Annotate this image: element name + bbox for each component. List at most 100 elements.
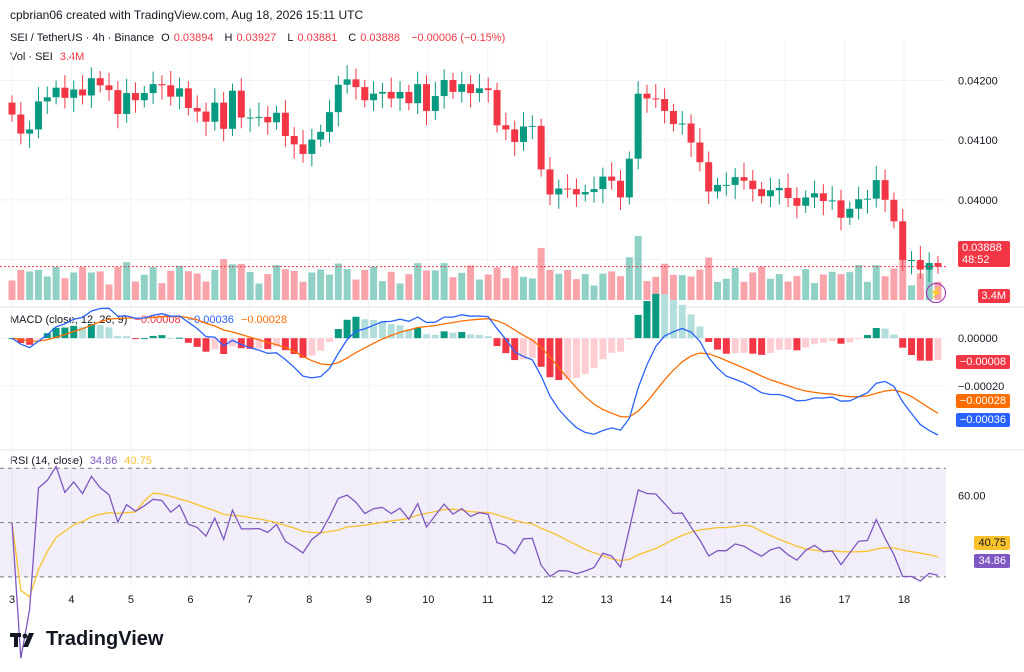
lightning-icon[interactable]: ⚡ bbox=[926, 283, 946, 303]
macd-histogram-bar bbox=[828, 338, 836, 342]
volume-bar bbox=[26, 271, 34, 300]
volume-bar bbox=[652, 276, 660, 300]
macd-histogram-bar bbox=[687, 314, 695, 339]
x-tick-label: 4 bbox=[68, 594, 74, 606]
logo-text: TradingView bbox=[46, 628, 164, 650]
macd-histogram-bar bbox=[775, 338, 783, 350]
x-tick-label: 18 bbox=[898, 594, 910, 606]
candle-body bbox=[325, 112, 333, 132]
symbol-label: SEI / TetherUS · 4h · Binance bbox=[10, 32, 155, 44]
volume-bar bbox=[387, 271, 395, 300]
macd-histogram-bar bbox=[458, 332, 466, 339]
macd-histogram-bar bbox=[264, 338, 272, 350]
macd-histogram-bar bbox=[493, 338, 501, 347]
macd-histogram-bar bbox=[193, 338, 201, 347]
volume-bar bbox=[661, 263, 669, 300]
macd-histogram-bar bbox=[299, 338, 307, 358]
macd-line bbox=[11, 307, 939, 436]
macd-histogram-bar bbox=[555, 338, 563, 381]
volume-bar bbox=[273, 265, 281, 300]
candle-body bbox=[758, 189, 766, 197]
candle-body bbox=[123, 93, 131, 114]
candle-body bbox=[352, 79, 360, 88]
volume-bar bbox=[334, 263, 342, 300]
macd-histogram-bar bbox=[422, 334, 430, 339]
candle-body bbox=[484, 88, 492, 91]
x-tick-label: 5 bbox=[128, 594, 134, 606]
candle-body bbox=[255, 116, 263, 118]
volume-bar bbox=[714, 281, 722, 300]
candle-body bbox=[775, 187, 783, 191]
change-value: −0.00006 (−0.15%) bbox=[411, 32, 506, 44]
macd-histogram-bar bbox=[281, 338, 289, 351]
macd-histogram-bar bbox=[290, 338, 298, 354]
volume-bar bbox=[467, 265, 475, 300]
candle-body bbox=[79, 89, 87, 96]
macd-histogram-bar bbox=[87, 324, 95, 339]
candle-body bbox=[908, 260, 916, 262]
volume-bar bbox=[555, 273, 563, 300]
candle-body bbox=[784, 187, 792, 199]
candle-body bbox=[899, 221, 907, 261]
macd-histogram-bar bbox=[449, 332, 457, 339]
tradingview-logo[interactable]: TradingView bbox=[10, 628, 163, 651]
candle-body bbox=[722, 184, 730, 186]
volume-bar bbox=[458, 272, 466, 300]
macd-histogram-bar bbox=[114, 335, 122, 339]
macd-histogram-bar bbox=[176, 337, 184, 339]
volume-bar bbox=[846, 272, 854, 300]
volume-bar bbox=[264, 274, 272, 300]
volume-bar bbox=[317, 269, 325, 300]
volume-bar bbox=[105, 284, 113, 300]
candle-body bbox=[184, 88, 192, 108]
candle-body bbox=[61, 87, 69, 98]
x-tick-label: 13 bbox=[601, 594, 613, 606]
candle-body bbox=[467, 84, 475, 94]
candle-body bbox=[52, 87, 60, 98]
volume-bar bbox=[114, 267, 122, 300]
macd-legend: MACD (close, 12, 26, 9) −0.00008 −0.0003… bbox=[10, 314, 291, 326]
candle-body bbox=[608, 176, 616, 181]
candle-body bbox=[837, 200, 845, 218]
candle-body bbox=[872, 180, 880, 199]
macd-histogram-bar bbox=[440, 331, 448, 339]
candle-body bbox=[449, 79, 457, 92]
candle-body bbox=[105, 85, 113, 91]
candle-body bbox=[863, 198, 871, 200]
volume-bar bbox=[705, 257, 713, 300]
volume-tag: 3.4M bbox=[977, 289, 1010, 303]
volume-bar bbox=[784, 281, 792, 300]
volume-bar bbox=[749, 272, 757, 300]
macd-histogram-bar bbox=[43, 333, 51, 339]
candle-body bbox=[625, 158, 633, 198]
candle-body bbox=[193, 107, 201, 112]
macd-histogram-bar bbox=[211, 338, 219, 350]
volume-bar bbox=[564, 270, 572, 300]
macd-histogram-bar bbox=[908, 338, 916, 356]
volume-bar bbox=[687, 276, 695, 300]
macd-histogram-bar bbox=[793, 338, 801, 351]
volume-bar bbox=[299, 281, 307, 300]
macd-histogram-bar bbox=[414, 327, 422, 339]
candle-body bbox=[34, 101, 42, 130]
candle-body bbox=[537, 125, 545, 170]
volume-bar bbox=[237, 263, 245, 300]
candle-body bbox=[528, 125, 536, 127]
macd-histogram-bar bbox=[246, 338, 254, 349]
x-tick-label: 12 bbox=[541, 594, 553, 606]
volume-bar bbox=[484, 274, 492, 300]
volume-label: Vol · SEI bbox=[10, 51, 53, 63]
volume-bar bbox=[220, 259, 228, 300]
candle-body bbox=[405, 91, 413, 104]
candle-body bbox=[343, 79, 351, 85]
macd-histogram-bar bbox=[79, 327, 87, 339]
volume-bar bbox=[872, 265, 880, 300]
volume-bar bbox=[8, 280, 16, 300]
volume-bar bbox=[281, 269, 289, 300]
macd-signal-tag: −0.00028 bbox=[955, 394, 1010, 408]
price-tag: 0.03888 48:52 bbox=[958, 241, 1010, 267]
macd-histogram-bar bbox=[899, 338, 907, 348]
candle-body bbox=[617, 180, 625, 198]
macd-histogram-bar bbox=[255, 338, 263, 349]
